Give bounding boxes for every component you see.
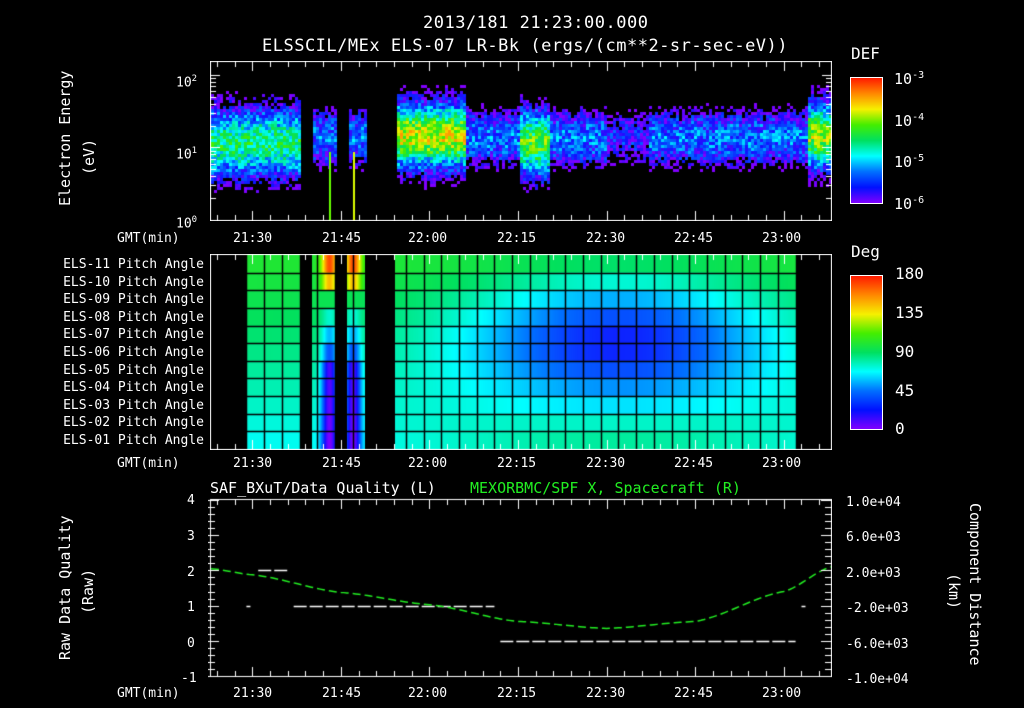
def-colorbar[interactable]	[850, 77, 883, 204]
def-tick-1e-6: 10-6	[894, 195, 925, 213]
distance-ylabel: Component Distance	[966, 503, 984, 666]
deg-tick-135: 135	[895, 303, 924, 322]
row-label: ELS-06 Pitch Angle	[63, 345, 204, 360]
row-label: ELS-08 Pitch Angle	[63, 309, 204, 325]
distance-ytick: 2.0e+03	[846, 566, 901, 581]
distance-ytick: 6.0e+03	[846, 530, 901, 545]
distance-ylabel-unit: (km)	[945, 573, 963, 610]
distance-ytick: -2.0e+03	[846, 601, 909, 616]
quality-ytick: 4	[187, 493, 195, 508]
quality-position-plot[interactable]	[208, 497, 832, 679]
quality-ytick: 3	[187, 529, 195, 544]
deg-colorbar-title: Deg	[851, 242, 880, 261]
time-axis-label: GMT(min)	[117, 231, 180, 246]
deg-tick-90: 90	[895, 342, 915, 361]
quality-ytick: 1	[187, 600, 195, 615]
quality-panel-title-right: MEXORBMC/SPF X, Spacecraft (R)	[470, 479, 741, 497]
quality-ytick: 0	[187, 636, 195, 651]
deg-tick-45: 45	[895, 381, 915, 400]
row-label: ELS-11 Pitch Angle	[63, 257, 204, 272]
energy-spectrogram[interactable]	[210, 61, 832, 221]
row-label: ELS-09 Pitch Angle	[63, 292, 204, 308]
row-label: ELS-10 Pitch Angle	[63, 274, 204, 290]
quality-panel-title-left: SAF_BXuT/Data Quality (L)	[210, 479, 436, 497]
row-label: ELS-03 Pitch Angle	[63, 397, 204, 413]
distance-ytick: -6.0e+03	[846, 637, 909, 652]
time-axis-label: GMT(min)	[117, 686, 180, 701]
row-label: ELS-02 Pitch Angle	[63, 415, 204, 431]
energy-ytick-1e0: 100	[176, 215, 198, 232]
energy-ylabel: Electron Energy	[56, 70, 74, 206]
row-label: ELS-07 Pitch Angle	[63, 327, 204, 343]
deg-tick-180: 180	[895, 264, 924, 283]
def-colorbar-title: DEF	[851, 44, 880, 63]
distance-ytick: 1.0e+04	[846, 495, 901, 510]
deg-tick-0: 0	[895, 419, 905, 438]
plot-timestamp: 2013/181 21:23:00.000	[423, 13, 649, 33]
quality-ylabel: Raw Data Quality	[56, 515, 74, 661]
deg-colorbar[interactable]	[850, 275, 883, 430]
row-label: ELS-05 Pitch Angle	[63, 362, 204, 378]
def-tick-1e-4: 10-4	[894, 112, 925, 130]
time-axis-label: GMT(min)	[117, 456, 180, 471]
quality-ytick: -1	[181, 671, 197, 686]
def-tick-1e-5: 10-5	[894, 153, 925, 171]
energy-ytick-1e1: 101	[176, 146, 198, 163]
def-tick-1e-3: 10-3	[894, 70, 925, 88]
distance-ytick: -1.0e+04	[846, 672, 909, 687]
energy-ytick-1e2: 102	[176, 74, 198, 91]
plot-product-title: ELSSCIL/MEx ELS-07 LR-Bk (ergs/(cm**2-sr…	[262, 36, 789, 56]
quality-ytick: 2	[187, 565, 195, 580]
row-label: ELS-04 Pitch Angle	[63, 380, 204, 396]
energy-ylabel-unit: (eV)	[80, 138, 98, 175]
pitch-angle-heatmap[interactable]	[210, 254, 832, 450]
row-label: ELS-01 Pitch Angle	[63, 433, 204, 448]
quality-ylabel-unit: (Raw)	[79, 568, 97, 614]
